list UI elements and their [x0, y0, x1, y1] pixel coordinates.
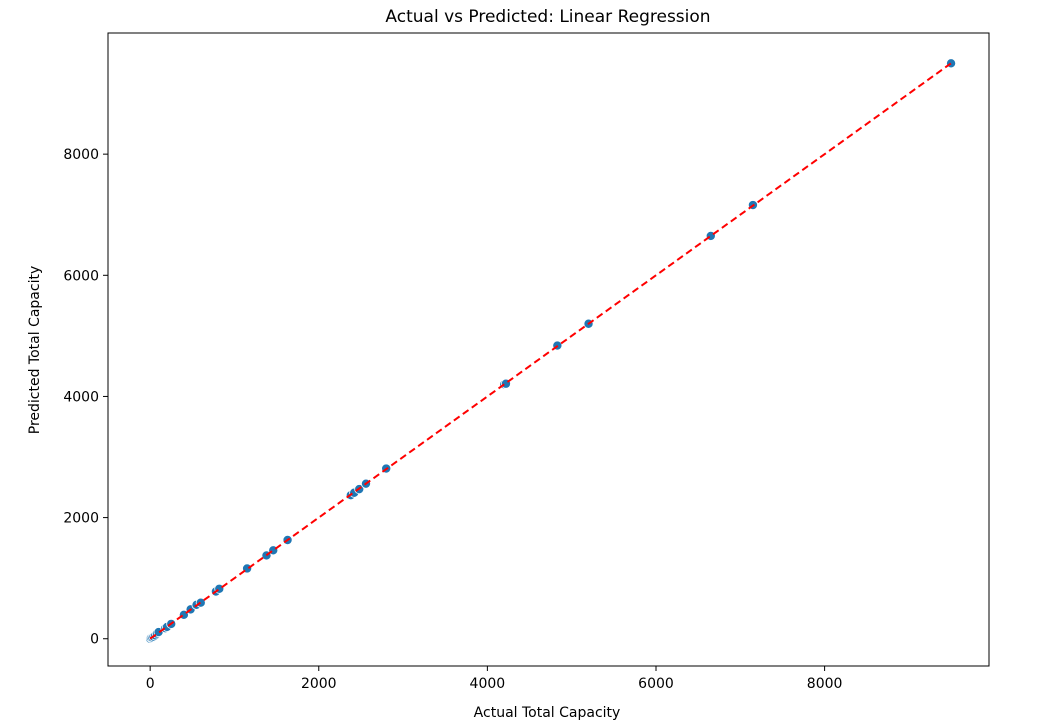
x-tick-label: 0 — [146, 676, 155, 692]
x-tick-label: 8000 — [807, 676, 843, 692]
y-tick-label: 8000 — [63, 147, 99, 163]
y-axis-label: Predicted Total Capacity — [27, 266, 43, 435]
x-tick-label: 4000 — [470, 676, 506, 692]
plot-frame — [107, 32, 990, 667]
y-tick-label: 0 — [90, 632, 99, 648]
y-tick-label: 6000 — [63, 268, 99, 284]
y-tick-label: 2000 — [63, 511, 99, 527]
y-tick-label: 4000 — [63, 389, 99, 405]
x-axis: 0 2000 4000 6000 8000 — [146, 666, 843, 692]
chart-title: Actual vs Predicted: Linear Regression — [385, 7, 710, 27]
x-tick-label: 6000 — [638, 676, 674, 692]
y-axis: 0 2000 4000 6000 8000 — [63, 147, 108, 648]
x-axis-label: Actual Total Capacity — [474, 705, 621, 721]
plot-area — [145, 58, 957, 644]
x-tick-label: 2000 — [301, 676, 337, 692]
